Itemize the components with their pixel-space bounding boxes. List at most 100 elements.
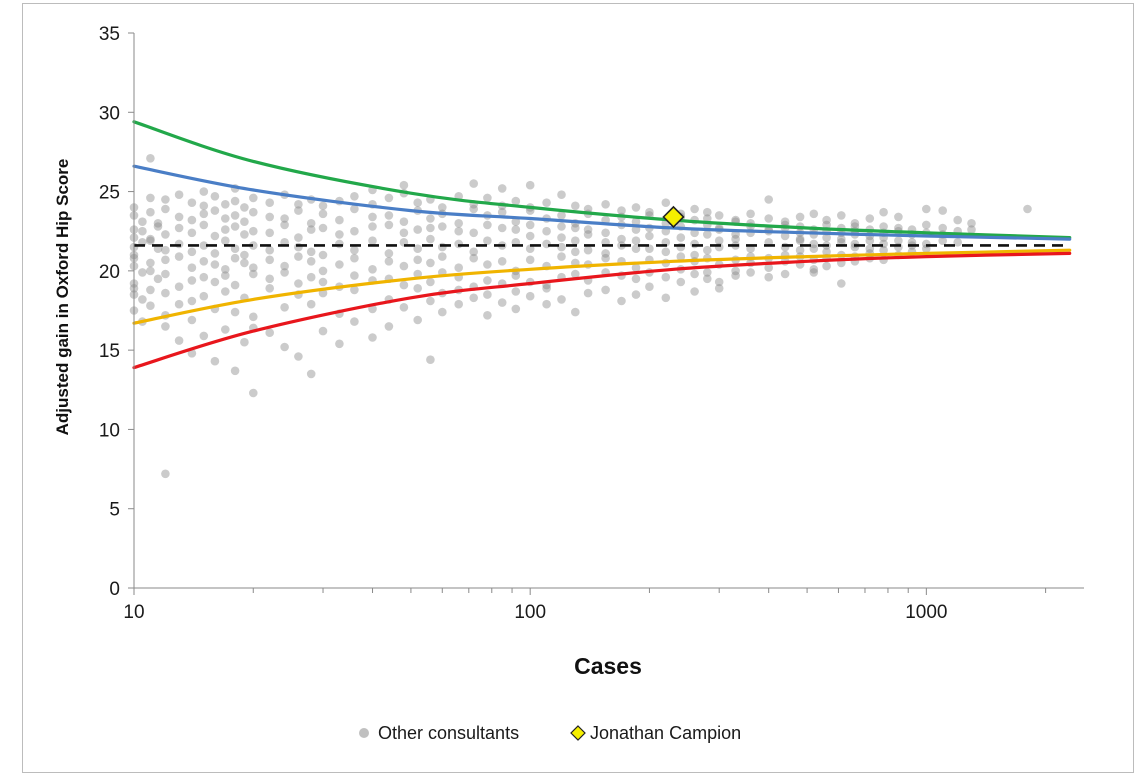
- scatter-point: [731, 266, 740, 276]
- scatter-point: [922, 220, 931, 230]
- y-tick-label: 0: [109, 579, 120, 600]
- scatter-point: [837, 211, 846, 220]
- scatter-point: [714, 277, 724, 287]
- scatter-point: [497, 257, 507, 266]
- scatter-point: [350, 204, 359, 214]
- scatter-point: [497, 298, 507, 307]
- x-tick-label: 100: [514, 602, 546, 623]
- scatter-point: [703, 268, 712, 277]
- scatter-point: [837, 234, 846, 244]
- scatter-point: [294, 200, 303, 209]
- scatter-point: [350, 245, 359, 255]
- scatter-point: [280, 342, 289, 352]
- scatter-point: [210, 249, 220, 258]
- scatter-point: [631, 203, 641, 212]
- scatter-point: [368, 236, 377, 245]
- scatter-point: [221, 225, 230, 234]
- scatter-point: [454, 226, 464, 236]
- scatter-point: [221, 287, 230, 296]
- scatter-point: [368, 265, 377, 274]
- y-tick-label: 10: [99, 420, 120, 441]
- scatter-point: [525, 180, 535, 190]
- scatter-point: [294, 242, 303, 252]
- scatter-point: [199, 257, 209, 266]
- scatter-point: [483, 220, 492, 230]
- scatter-point: [161, 245, 170, 255]
- scatter-point: [249, 207, 258, 217]
- scatter-point: [879, 207, 888, 217]
- scatter-point: [335, 215, 344, 225]
- scatter-point: [306, 257, 316, 266]
- scatter-point: [746, 268, 755, 277]
- scatter-point: [368, 222, 377, 231]
- scatter-point: [809, 244, 819, 253]
- scatter-point: [557, 233, 566, 242]
- scatter-point: [676, 233, 686, 242]
- scatter-point: [809, 209, 819, 219]
- scatter-point: [557, 242, 566, 252]
- x-tick-label: 1000: [905, 602, 947, 623]
- scatter-point: [922, 204, 931, 214]
- scatter-point: [161, 195, 170, 204]
- scatter-point: [138, 217, 147, 226]
- scatter-point: [822, 247, 831, 257]
- scatter-point: [483, 311, 492, 320]
- scatter-point: [146, 258, 155, 268]
- scatter-point: [413, 244, 423, 253]
- scatter-point: [511, 225, 521, 234]
- scatter-point: [780, 231, 790, 241]
- scatter-point: [187, 247, 197, 257]
- scatter-point: [249, 269, 258, 279]
- scatter-point: [938, 236, 947, 245]
- scatter-point: [146, 236, 155, 245]
- scatter-point: [399, 280, 409, 290]
- scatter-point: [879, 245, 888, 255]
- scatter-point: [690, 239, 699, 249]
- scatter-point: [601, 253, 610, 263]
- scatter-point: [318, 223, 328, 233]
- scatter-point: [525, 255, 535, 265]
- scatter-point: [249, 193, 258, 203]
- scatter-point: [280, 220, 289, 230]
- scatter-point: [511, 287, 521, 296]
- scatter-point: [153, 222, 163, 231]
- scatter-point: [822, 233, 831, 242]
- scatter-point: [199, 241, 209, 250]
- scatter-point: [469, 204, 479, 214]
- scatter-point: [557, 295, 566, 304]
- scatter-point: [571, 307, 580, 317]
- legend-label-jonathan-campion: Jonathan Campion: [590, 723, 741, 743]
- scatter-point: [146, 193, 155, 203]
- scatter-point: [161, 469, 170, 479]
- scatter-point: [426, 296, 435, 306]
- scatter-point: [469, 228, 479, 238]
- scatter-point: [780, 217, 790, 226]
- scatter-point: [146, 234, 155, 244]
- scatter-point: [631, 290, 641, 299]
- scatter-point: [413, 284, 423, 293]
- scatter-point: [240, 337, 249, 347]
- scatter-point: [661, 198, 671, 207]
- scatter-point: [809, 265, 819, 274]
- scatter-point: [454, 239, 464, 249]
- scatter-point: [525, 220, 535, 230]
- scatter-point: [865, 244, 875, 253]
- scatter-point: [894, 242, 903, 252]
- scatter-point: [413, 315, 423, 325]
- scatter-point: [795, 245, 805, 255]
- scatter-point: [714, 284, 724, 293]
- scatter-point: [557, 190, 566, 199]
- scatter-point: [571, 247, 580, 257]
- scatter-point: [187, 315, 197, 325]
- scatter-point: [318, 326, 328, 336]
- scatter-point: [146, 301, 155, 311]
- scatter-point: [583, 204, 593, 214]
- scatter-point: [265, 328, 275, 338]
- scatter-point: [731, 215, 740, 225]
- y-tick-label: 20: [99, 262, 120, 283]
- scatter-point: [571, 236, 580, 245]
- scatter-point: [690, 204, 699, 214]
- scatter-point: [601, 285, 610, 295]
- scatter-point: [368, 212, 377, 222]
